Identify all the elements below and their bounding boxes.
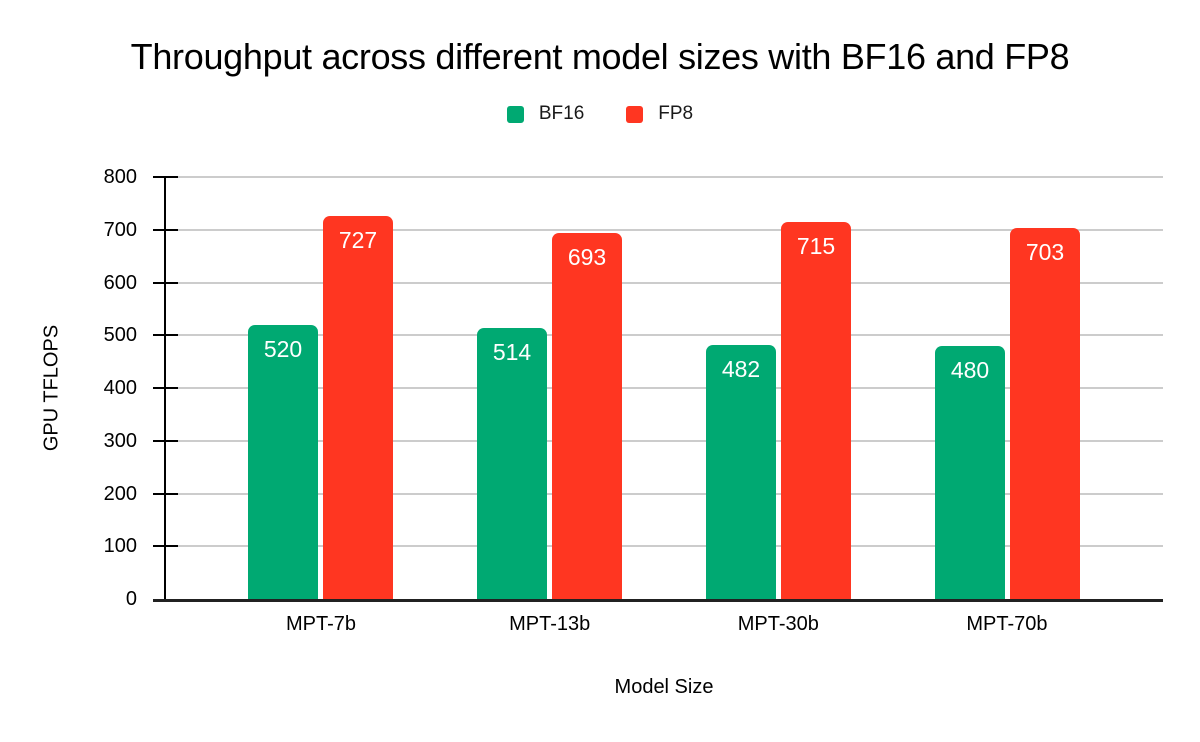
x-axis-title: Model Size xyxy=(614,676,714,698)
gridline-400 xyxy=(165,387,1163,389)
bar-fp8-mpt-30b: 715 xyxy=(781,221,851,599)
bar-bf16-mpt-13b: 514 xyxy=(477,327,547,599)
bar-bf16-mpt-7b: 520 xyxy=(248,324,318,599)
y-tick-label-600: 600 xyxy=(103,271,137,294)
gridline-800 xyxy=(165,176,1163,178)
chart-title: Throughput across different model sizes … xyxy=(130,36,1070,77)
bar-group-mpt-70b: 480 703 xyxy=(935,228,1080,599)
y-tick-100 xyxy=(153,545,178,548)
gridline-300 xyxy=(165,439,1163,442)
y-tick-300 xyxy=(153,439,178,442)
y-tick-label-100: 100 xyxy=(103,535,137,558)
y-tick-label-0: 0 xyxy=(125,588,137,610)
bar-value-label: 514 xyxy=(492,338,532,365)
bar-group-mpt-13b: 514 693 xyxy=(477,233,622,599)
bar-value-label: 703 xyxy=(1025,239,1065,266)
legend-item-fp8: FP8 xyxy=(626,103,693,125)
bar-fp8-mpt-7b: 727 xyxy=(323,215,393,599)
bar-bf16-mpt-30b: 482 xyxy=(706,344,776,599)
bar-group-mpt-30b: 482 715 xyxy=(706,221,851,599)
plot-area: 0 100 200 300 400 500 600 700 800 520 727 514 693 48… xyxy=(104,166,1163,610)
y-tick-700 xyxy=(153,228,178,231)
y-tick-label-700: 700 xyxy=(103,218,137,241)
gridline-700 xyxy=(165,228,1163,231)
y-tick-label-500: 500 xyxy=(103,324,137,347)
y-tick-label-400: 400 xyxy=(103,377,137,399)
bar-value-label: 715 xyxy=(796,232,836,259)
x-axis-label-mpt-13b: MPT-13b xyxy=(509,613,591,635)
y-tick-400 xyxy=(153,387,178,389)
gridline-200 xyxy=(165,492,1163,495)
bar-value-label: 693 xyxy=(567,244,607,271)
gridline-100 xyxy=(165,545,1163,548)
x-axis-label-mpt-7b: MPT-7b xyxy=(285,613,357,635)
y-tick-500 xyxy=(153,334,178,337)
legend: BF16 FP8 xyxy=(0,103,1200,125)
y-tick-200 xyxy=(153,492,178,495)
y-tick-label-300: 300 xyxy=(103,429,137,452)
x-axis-line xyxy=(153,599,1163,602)
x-axis-labels: MPT-7b MPT-13b MPT-30b MPT-70b xyxy=(165,613,1163,636)
y-tick-800 xyxy=(153,176,178,178)
y-tick-label-200: 200 xyxy=(103,482,137,505)
y-tick-label-800: 800 xyxy=(103,166,137,188)
legend-item-bf16: BF16 xyxy=(506,103,585,125)
legend-swatch-bf16 xyxy=(506,105,524,123)
bar-value-label: 480 xyxy=(950,356,990,383)
bar-fp8-mpt-70b: 703 xyxy=(1010,228,1080,599)
x-axis-label-mpt-30b: MPT-30b xyxy=(737,613,819,635)
y-axis-title: GPU TFLOPS xyxy=(40,324,63,452)
bars-area: 520 727 514 693 482 715 480 703 xyxy=(165,177,1163,599)
legend-label: BF16 xyxy=(538,103,585,124)
bar-fp8-mpt-13b: 693 xyxy=(552,233,622,599)
bar-value-label: 520 xyxy=(263,335,303,362)
gridline-600 xyxy=(165,281,1163,284)
gridline-500 xyxy=(165,334,1163,337)
bar-group-mpt-7b: 520 727 xyxy=(248,215,393,599)
x-axis-label-mpt-70b: MPT-70b xyxy=(966,613,1048,635)
legend-swatch-fp8 xyxy=(626,105,644,123)
bar-value-label: 727 xyxy=(338,226,378,253)
legend-label: FP8 xyxy=(658,103,694,124)
bar-value-label: 482 xyxy=(721,355,761,382)
y-tick-600 xyxy=(153,281,178,284)
bar-bf16-mpt-70b: 480 xyxy=(935,345,1005,599)
